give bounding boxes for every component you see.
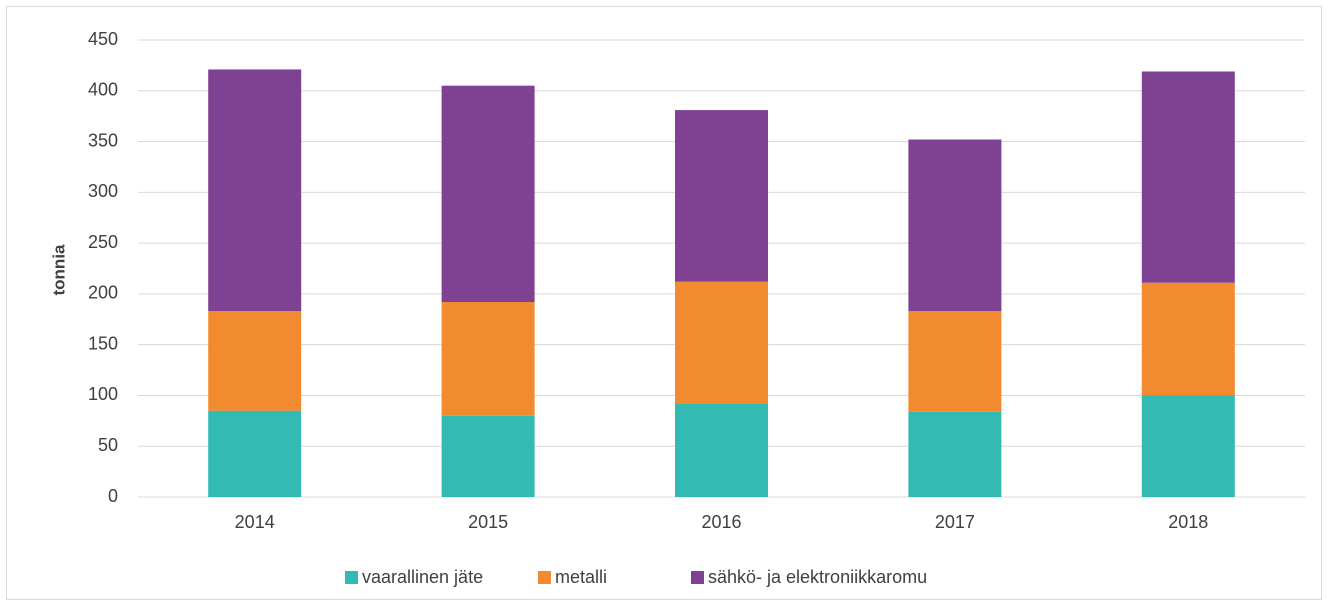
x-tick-label: 2015 [468,512,508,532]
y-axis-label: tonnia [49,244,68,296]
bar-segment [208,311,302,411]
y-tick-label: 450 [88,29,118,49]
legend-label: metalli [555,567,607,587]
legend-swatch [538,571,551,584]
legend-label: vaarallinen jäte [362,567,483,587]
bar-segment [675,403,768,497]
bar-segment [441,302,535,416]
legend-swatch [691,571,704,584]
y-tick-label: 250 [88,232,118,252]
bar-segment [208,410,302,497]
bar-segment [675,281,768,404]
bar-segment [908,411,1002,497]
y-tick-label: 200 [88,283,118,303]
y-tick-label: 0 [108,486,118,506]
bar-segment [1141,71,1235,283]
legend-swatch [345,571,358,584]
y-tick-label: 350 [88,130,118,150]
y-tick-label: 150 [88,333,118,353]
y-tick-label: 100 [88,384,118,404]
x-tick-label: 2014 [235,512,275,532]
y-tick-label: 50 [98,435,118,455]
x-tick-label: 2018 [1168,512,1208,532]
bar-segment [908,311,1002,412]
y-tick-label: 300 [88,181,118,201]
y-tick-label: 400 [88,80,118,100]
bar-segment [208,69,302,312]
bar-segment [675,110,768,282]
chart-frame [6,6,1322,600]
legend-label: sähkö- ja elektroniikkaromu [708,567,927,587]
x-tick-label: 2017 [935,512,975,532]
bar-segment [441,415,535,497]
bar-segment [1141,282,1235,396]
bar-segment [441,85,535,303]
bar-segment [1141,395,1235,497]
bar-segment [908,139,1002,312]
x-tick-label: 2016 [701,512,741,532]
